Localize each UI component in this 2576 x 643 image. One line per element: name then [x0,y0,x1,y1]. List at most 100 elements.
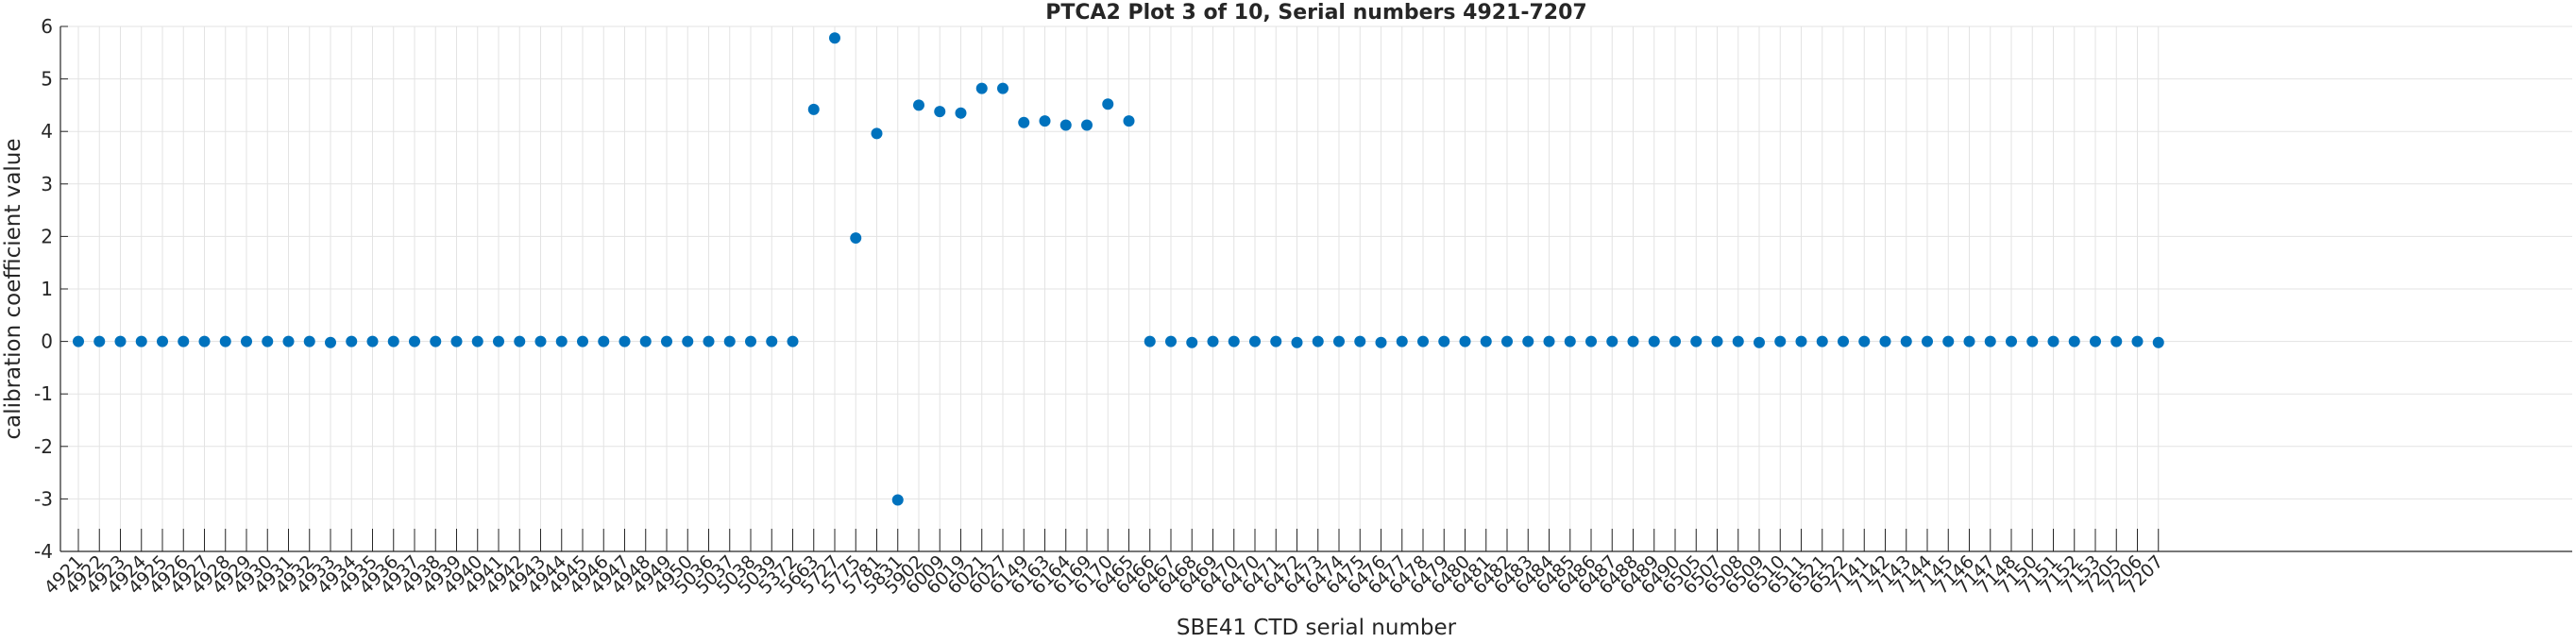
data-point [682,335,694,347]
data-point [198,335,211,347]
data-point [1627,335,1639,347]
data-point [1312,335,1324,347]
data-point [1522,335,1534,347]
data-point [1858,335,1871,347]
data-point [1543,335,1555,347]
data-point [1291,336,1303,348]
data-point [303,335,315,347]
data-point [1059,119,1072,131]
data-point [1816,335,1828,347]
data-point [1375,336,1387,348]
data-point [409,335,420,347]
data-point [619,335,631,347]
data-point [1144,335,1156,347]
data-point [766,335,778,347]
y-tick-label: 0 [41,330,53,353]
y-tick-label: -4 [34,540,53,563]
data-point [787,335,799,347]
data-point [1754,336,1765,348]
data-point [955,107,967,119]
data-point [577,335,588,347]
data-point [871,127,883,140]
data-point [1585,335,1597,347]
data-point [387,335,399,347]
data-point [1900,335,1912,347]
y-tick-label: -3 [34,487,53,510]
data-point [1984,335,1996,347]
data-point [975,82,988,94]
x-tick-labels: 4921492249234924492549264927492849294930… [41,551,2168,599]
data-point [555,335,568,347]
y-axis-label: calibration coefficient value [1,138,25,439]
data-point [325,336,336,348]
data-point [2068,335,2080,347]
data-point [807,103,820,115]
data-point [1690,335,1703,347]
data-point [450,335,463,347]
y-tick-label: -2 [34,435,53,458]
data-point [2026,335,2039,347]
data-point [1501,335,1513,347]
data-point [514,335,526,347]
data-point [346,335,358,347]
data-point [661,335,672,347]
data-point [73,335,84,347]
data-point [1123,115,1135,127]
data-point [93,335,106,347]
data-point [913,99,924,111]
data-point [1942,335,1955,347]
data-point [1711,335,1723,347]
data-point [723,335,736,347]
data-point [157,335,168,347]
y-tick-label: 6 [41,15,53,38]
data-point [2131,335,2144,347]
data-point [703,335,715,347]
data-point [850,232,862,245]
data-point [1396,335,1408,347]
x-axis-label: SBE41 CTD serial number [1177,616,1457,638]
data-point [430,335,442,347]
data-point [366,335,379,347]
data-point [1417,335,1429,347]
data-point [891,494,904,506]
y-tick-label: 5 [41,68,53,91]
data-point [1186,336,1198,348]
data-point [1564,335,1576,347]
data-point [534,335,547,347]
data-point [829,32,840,44]
data-point [219,335,231,347]
data-point [1333,335,1345,347]
data-point [745,335,756,347]
y-tick-label: 4 [41,120,53,143]
data-point [1270,335,1282,347]
y-tick-label: 3 [41,173,53,195]
data-point [1228,335,1240,347]
data-point [1165,335,1177,347]
data-point [1081,119,1093,131]
data-point [1480,335,1492,347]
data-point [1039,115,1051,127]
chart-title: PTCA2 Plot 3 of 10, Serial numbers 4921-… [1045,1,1586,25]
data-point [1774,335,1787,347]
data-point [1732,335,1744,347]
grid-layer [60,25,2572,552]
data-point [135,335,147,347]
data-point [2006,335,2017,347]
data-point [2152,336,2164,348]
data-point [114,335,127,347]
data-point [1963,335,1975,347]
data-point [1249,335,1261,347]
y-tick-label: 2 [41,225,53,247]
data-point [1606,335,1618,347]
y-tick-label: 1 [41,278,53,300]
data-point [1879,335,1891,347]
data-point [1795,335,1807,347]
data-point [1354,335,1366,347]
data-point [997,82,1008,94]
data-point [241,335,252,347]
data-point [2047,335,2059,347]
data-point [1438,335,1450,347]
axis-layer [59,25,2572,552]
